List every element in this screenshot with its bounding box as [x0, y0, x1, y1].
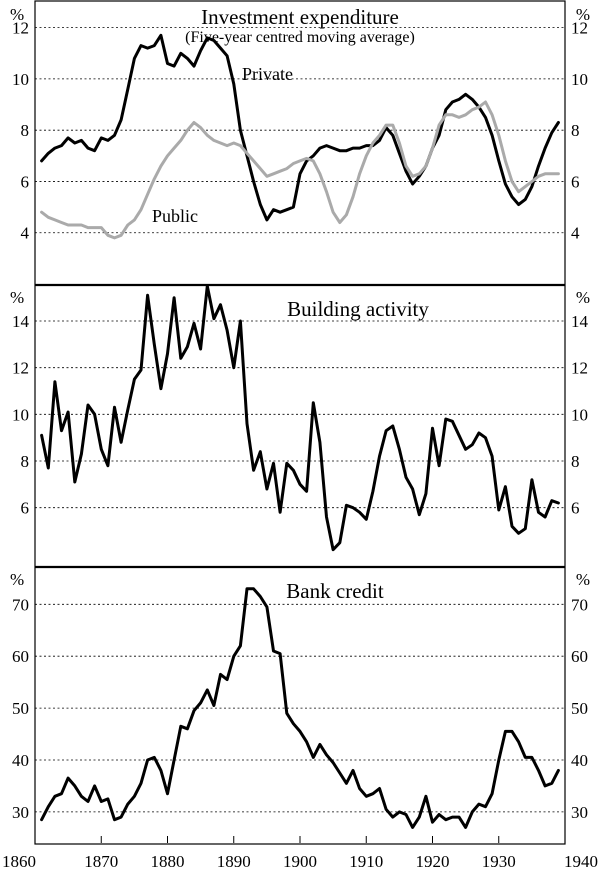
x-tick-label: 1890: [217, 852, 251, 871]
y-tick-label-left: 8: [21, 121, 30, 140]
investment-y-unit-right: %: [576, 5, 590, 24]
series-line-public: [40, 100, 560, 240]
y-tick-label-right: 10: [571, 405, 588, 424]
y-tick-label-right: 6: [571, 499, 580, 518]
plot-frame: [34, 0, 566, 845]
building-title: Building activity: [287, 297, 429, 321]
y-tick-label-left: 10: [12, 405, 29, 424]
y-tick-label-right: 50: [571, 699, 588, 718]
investment-gridlines: [35, 27, 565, 234]
bank-credit-gridlines: [35, 603, 565, 813]
y-tick-label-right: 6: [571, 172, 580, 191]
y-tick-label-left: 50: [12, 699, 29, 718]
x-tick-label: 1940: [564, 852, 598, 871]
y-tick-label-left: 40: [12, 751, 29, 770]
y-tick-label-right: 12: [571, 19, 588, 38]
bank-credit-y-tick-labels: 30 30 40 40 50 50 60 60 70 70: [12, 595, 588, 822]
bank-credit-series: [40, 587, 560, 829]
series-line-bank-credit: [40, 587, 560, 829]
y-tick-label-right: 70: [571, 595, 588, 614]
y-tick-label-right: 10: [571, 70, 588, 89]
investment-title: Investment expenditure: [201, 5, 399, 29]
building-series: [40, 284, 560, 552]
building-y-unit-left: %: [10, 288, 24, 307]
y-tick-label-left: 6: [21, 172, 30, 191]
y-tick-label-right: 8: [571, 121, 580, 140]
building-y-unit-right: %: [576, 288, 590, 307]
investment-subtitle: (Five-year centred moving average): [185, 29, 415, 46]
x-tick-label: 1900: [283, 852, 317, 871]
investment-y-tick-labels: 4 4 6 6 8 8 10 10 12 12: [12, 19, 588, 243]
x-tick-label: 1880: [151, 852, 185, 871]
y-tick-label-right: 12: [571, 359, 588, 378]
y-tick-label-left: 12: [12, 19, 29, 38]
y-tick-label-right: 8: [571, 452, 580, 471]
y-tick-label-left: 30: [12, 803, 29, 822]
x-tick-label: 1930: [482, 852, 516, 871]
y-tick-label-left: 14: [12, 312, 30, 331]
panel-building: 6 6 8 8 10 10 12 12 14 14 % % Building activity: [10, 284, 590, 552]
annotation-private: Private: [242, 64, 293, 84]
panel-investment: 4 4 6 6 8 8 10 10 12 12 % % Investment expenditur…: [10, 5, 590, 243]
annotation-public: Public: [152, 206, 198, 226]
series-line-building-activity: [40, 284, 560, 552]
bank-credit-y-unit-right: %: [576, 570, 590, 589]
investment-series: [40, 33, 560, 240]
y-tick-label-left: 10: [12, 70, 29, 89]
y-tick-label-right: 4: [571, 224, 580, 243]
y-tick-label-left: 12: [12, 359, 29, 378]
x-tick-label: 1870: [84, 852, 118, 871]
y-tick-label-right: 60: [571, 647, 588, 666]
y-tick-label-left: 6: [21, 499, 30, 518]
y-tick-label-right: 14: [571, 312, 589, 331]
building-gridlines: [35, 320, 565, 509]
investment-y-unit-left: %: [10, 5, 24, 24]
panel-bank-credit: 30 30 40 40 50 50 60 60 70 70 % % Bank credit: [10, 570, 590, 829]
y-tick-label-left: 8: [21, 452, 30, 471]
bank-credit-y-unit-left: %: [10, 570, 24, 589]
x-tick-label: 1860: [2, 852, 36, 871]
x-tick-label: 1920: [416, 852, 450, 871]
y-tick-label-right: 30: [571, 803, 588, 822]
x-axis: 1860 1870 1880 1890 1900 1910 1920 1930 1940: [2, 836, 598, 871]
x-tick-label: 1910: [349, 852, 383, 871]
y-tick-label-left: 60: [12, 647, 29, 666]
y-tick-label-right: 40: [571, 751, 588, 770]
building-y-tick-labels: 6 6 8 8 10 10 12 12 14 14: [12, 312, 589, 518]
bank-credit-title: Bank credit: [286, 579, 384, 603]
y-tick-label-left: 70: [12, 595, 29, 614]
y-tick-label-left: 4: [21, 224, 30, 243]
series-line-private: [40, 33, 560, 222]
